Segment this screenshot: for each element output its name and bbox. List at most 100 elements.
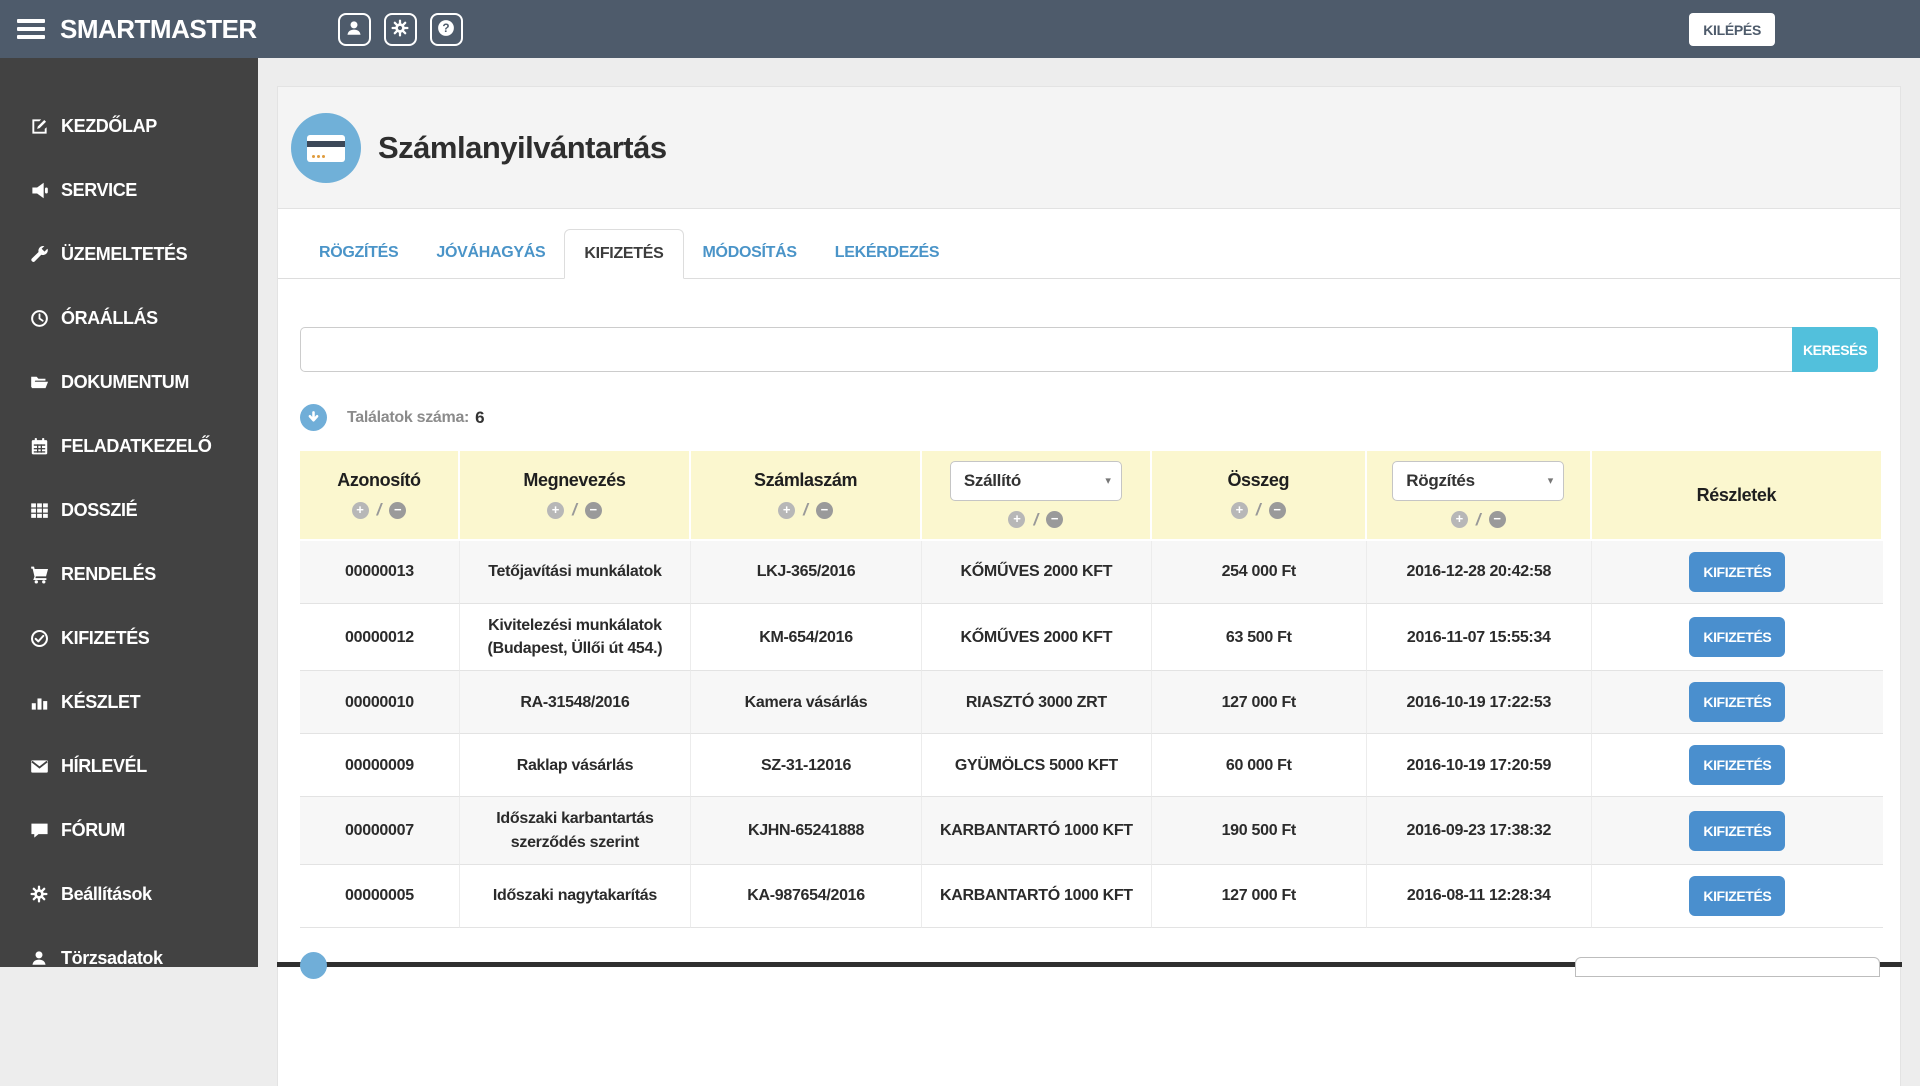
profile-button[interactable]: [337, 12, 371, 46]
sort-descending-icon[interactable]: −: [815, 501, 833, 519]
table-row: 00000012 Kivitelezési munkálatok (Budapes…: [300, 604, 1883, 672]
sidebar-item-label: FÓRUM: [61, 819, 125, 840]
sidebar-item-uzemeltetes[interactable]: ÜZEMELTETÉS: [0, 222, 258, 286]
row-payment-button[interactable]: KIFIZETÉS: [1689, 552, 1786, 592]
topbar: SMARTMASTER ? KILÉPÉS: [0, 0, 1920, 58]
sort-controls: + / −: [1156, 500, 1361, 520]
table-row: 00000013 Tetőjavítási munkálatok LKJ-365/2…: [300, 541, 1883, 604]
check-circle-icon: [27, 629, 51, 648]
tab-modositas[interactable]: MÓDOSÍTÁS: [702, 244, 798, 261]
sidebar-item-dosszie[interactable]: DOSSZIÉ: [0, 478, 258, 542]
tab-kifizetes[interactable]: KIFIZETÉS: [564, 229, 684, 279]
cell-rogzites: 2016-09-23 17:38:32: [1366, 797, 1592, 865]
section-arrow-icon-partial: [300, 952, 327, 979]
results-label: Találatok száma:: [347, 408, 470, 426]
sidebar-item-kezdolap[interactable]: KEZDŐLAP: [0, 94, 258, 158]
tab-jovahagyas[interactable]: JÓVÁHAGYÁS: [436, 244, 546, 261]
row-payment-button[interactable]: KIFIZETÉS: [1689, 617, 1786, 658]
cell-szamlaszam: Kamera vásárlás: [690, 671, 923, 735]
sort-descending-icon[interactable]: −: [389, 501, 407, 519]
sidebar-item-service[interactable]: SERVICE: [0, 158, 258, 222]
column-label: Megnevezés: [523, 470, 626, 490]
search-row: KERESÉS: [300, 327, 1878, 372]
svg-text:?: ?: [443, 21, 450, 35]
cell-megnevezes: Kivitelezési munkálatok (Budapest, Üllői…: [459, 604, 691, 672]
sidebar-item-kifizetes[interactable]: KIFIZETÉS: [0, 606, 258, 670]
logout-button[interactable]: KILÉPÉS: [1689, 13, 1775, 46]
sort-descending-icon[interactable]: −: [584, 501, 602, 519]
cell-reszletek: KIFIZETÉS: [1591, 864, 1883, 928]
help-button[interactable]: ?: [429, 12, 463, 46]
search-input[interactable]: [300, 327, 1792, 372]
settings-button[interactable]: [383, 12, 417, 46]
sidebar-item-label: ÓRAÁLLÁS: [61, 307, 158, 328]
cell-rogzites: 2016-11-07 15:55:34: [1366, 604, 1592, 672]
row-payment-button[interactable]: KIFIZETÉS: [1689, 682, 1786, 723]
sidebar-item-hirlevel[interactable]: HÍRLEVÉL: [0, 734, 258, 798]
content-card: Számlanyilvántartás RÖGZÍTÉS JÓVÁHAGYÁS KI…: [277, 86, 1901, 1086]
sidebar-item-feladatkezelo[interactable]: FELADATKEZELŐ: [0, 414, 258, 478]
tab-lekerdezes[interactable]: LEKÉRDEZÉS: [834, 244, 940, 261]
sort-ascending-icon[interactable]: +: [1450, 511, 1468, 528]
app-title: SMARTMASTER: [60, 13, 257, 44]
sidebar-item-rendeles[interactable]: RENDELÉS: [0, 542, 258, 606]
column-header-reszletek: Részletek: [1591, 451, 1883, 541]
table-row: 00000010 RA-31548/2016 Kamera vásárlás RIAS…: [300, 671, 1883, 735]
user-icon: [345, 19, 363, 40]
cell-megnevezes: Tetőjavítási munkálatok: [459, 541, 691, 604]
sort-separator: /: [1475, 509, 1481, 529]
cell-szallito: KŐMŰVES 2000 KFT: [922, 541, 1152, 604]
search-button[interactable]: KERESÉS: [1792, 327, 1878, 372]
table-row: 00000005 Időszaki nagytakarítás KA-987654/…: [300, 864, 1883, 928]
column-label: Összeg: [1227, 470, 1290, 490]
page-title: Számlanyilvántartás: [378, 129, 667, 165]
cell-szallito: KARBANTARTÓ 1000 KFT: [922, 797, 1152, 865]
sort-controls: + / −: [1371, 510, 1586, 530]
cell-osszeg: 254 000 Ft: [1151, 541, 1367, 604]
results-row: Találatok száma: 6: [300, 404, 1878, 431]
pagination-box-partial[interactable]: [1575, 957, 1880, 977]
cell-reszletek: KIFIZETÉS: [1591, 604, 1883, 672]
results-count: 6: [475, 407, 485, 427]
sort-ascending-icon[interactable]: +: [1230, 501, 1248, 519]
sidebar: KEZDŐLAP SERVICE ÜZEMELTETÉS ÓRAÁLLÁS DOKUME…: [0, 58, 258, 968]
row-payment-button[interactable]: KIFIZETÉS: [1689, 875, 1786, 916]
sort-descending-icon[interactable]: −: [1488, 511, 1506, 528]
filter-select-szallito[interactable]: Szállító ▾: [949, 460, 1122, 501]
sort-ascending-icon[interactable]: +: [1008, 511, 1026, 528]
cell-osszeg: 60 000 Ft: [1151, 734, 1367, 798]
edit-icon: [27, 117, 51, 136]
sort-descending-icon[interactable]: −: [1046, 511, 1064, 528]
menu-icon[interactable]: [17, 19, 45, 39]
sidebar-item-keszlet[interactable]: KÉSZLET: [0, 670, 258, 734]
sidebar-item-torzsadatok[interactable]: Törzsadatok: [0, 926, 258, 990]
card-header: Számlanyilvántartás: [278, 87, 1900, 209]
filter-select-rogzites[interactable]: Rögzítés ▾: [1392, 460, 1565, 501]
gear-icon: [27, 885, 51, 903]
cell-rogzites: 2016-10-19 17:20:59: [1366, 734, 1592, 798]
sort-descending-icon[interactable]: −: [1268, 501, 1286, 519]
cell-reszletek: KIFIZETÉS: [1591, 797, 1883, 865]
wrench-icon: [27, 245, 51, 264]
bar-chart-icon: [27, 693, 51, 712]
tab-bar: RÖGZÍTÉS JÓVÁHAGYÁS KIFIZETÉS MÓDOSÍTÁS LEKÉ…: [278, 209, 1900, 279]
sort-controls: + / −: [926, 510, 1146, 530]
sidebar-item-dokumentum[interactable]: DOKUMENTUM: [0, 350, 258, 414]
table-row: 00000009 Raklap vásárlás SZ-31-12016 GYÜMÖL…: [300, 734, 1883, 798]
tab-rogzites[interactable]: RÖGZÍTÉS: [319, 244, 399, 261]
sort-ascending-icon[interactable]: +: [778, 501, 796, 519]
cell-azonosito: 00000009: [300, 734, 460, 798]
sidebar-item-forum[interactable]: FÓRUM: [0, 798, 258, 862]
sort-separator: /: [803, 500, 808, 519]
row-payment-button[interactable]: KIFIZETÉS: [1689, 810, 1786, 851]
sort-ascending-icon[interactable]: +: [547, 501, 565, 519]
column-header-osszeg: Összeg + / −: [1151, 451, 1367, 541]
row-payment-button[interactable]: KIFIZETÉS: [1689, 745, 1786, 786]
sort-ascending-icon[interactable]: +: [351, 501, 369, 519]
cell-azonosito: 00000012: [300, 604, 460, 672]
sidebar-item-oraallas[interactable]: ÓRAÁLLÁS: [0, 286, 258, 350]
filter-select-label: Rögzítés: [1406, 470, 1475, 490]
cell-szallito: GYÜMÖLCS 5000 KFT: [922, 734, 1152, 798]
cell-szallito: KŐMŰVES 2000 KFT: [922, 604, 1152, 672]
sidebar-item-beallitasok[interactable]: Beállítások: [0, 862, 258, 926]
